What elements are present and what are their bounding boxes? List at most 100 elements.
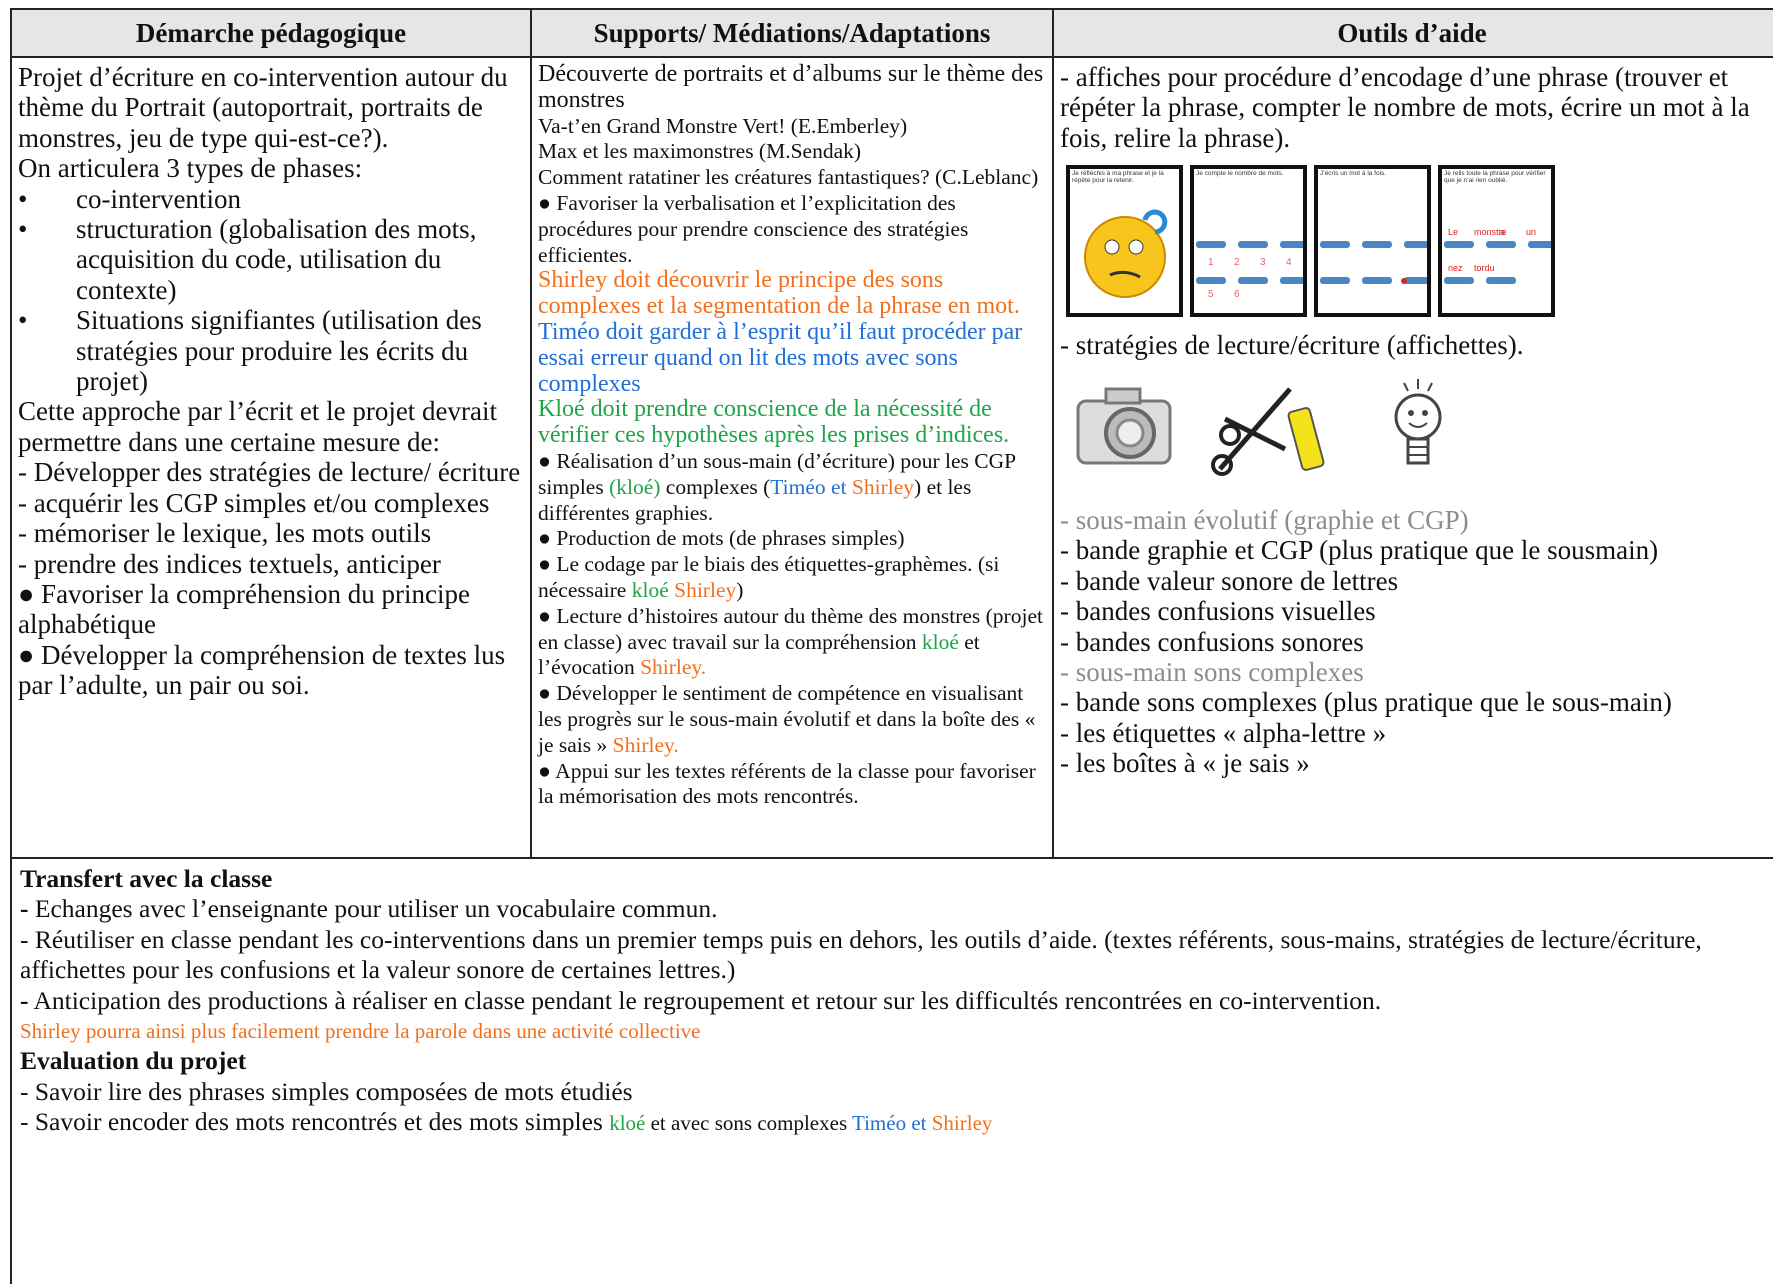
paragraph-text: - bandes confusions visuelles [1060, 596, 1376, 626]
text-run: ) [736, 577, 744, 602]
header: Supports/ Médiations/Adaptations [593, 17, 991, 48]
paragraph: - Anticipation des productions à réalise… [20, 986, 1773, 1016]
paragraph: ● Favoriser la verbalisation et l’explic… [538, 191, 1046, 268]
paragraph-text: structuration (globalisation des mots, a… [76, 214, 524, 305]
text-run: Max et les maximonstres (M.Sendak) [538, 139, 862, 164]
procedure-card: Je relis toute la phrase pour vérifier q… [1438, 165, 1555, 318]
paragraph: - Savoir encoder des mots rencontrés et … [20, 1107, 1773, 1138]
text-run: - bandes confusions sonores [1060, 626, 1364, 657]
card-label: 4 [1286, 257, 1292, 268]
card-label: tordu [1474, 263, 1495, 273]
card-shape [1404, 277, 1427, 285]
bullet: • [18, 214, 28, 245]
card-art: 1 2 3 4 5 6 [1196, 241, 1303, 300]
supports-cell: Découverte de portraits et d’albums sur … [530, 56, 1054, 859]
paragraph-text: ● Réalisation d’un sous-main (d’écriture… [538, 449, 1015, 525]
paragraph-text: ● Le codage par le biais des étiquettes-… [538, 552, 999, 602]
paragraph: - Savoir lire des phrases simples compos… [20, 1077, 1773, 1107]
card-label: un [1526, 227, 1536, 237]
text-run: ● Développer la compréhension de textes … [18, 639, 506, 701]
paragraph-text: Situations signifiantes (utilisation des… [76, 305, 524, 396]
text-run: Shirley [931, 1111, 993, 1136]
section-title: Evaluation du projet [20, 1046, 247, 1076]
text-run: Comment ratatiner les créatures fantasti… [538, 165, 1039, 190]
paragraph-text: Découverte de portraits et d’albums sur … [538, 61, 1043, 113]
paragraph: - sous-main sons complexes [1060, 657, 1762, 687]
card-shape [1280, 241, 1303, 249]
paragraph: Va-t’en Grand Monstre Vert! (E.Emberley) [538, 114, 1046, 140]
paragraph: - les étiquettes « alpha-lettre » [1060, 718, 1762, 748]
header-cell: Supports/ Médiations/Adaptations [530, 8, 1054, 58]
camera-icon [1076, 387, 1172, 465]
card-caption: Je compte le nombre de mots. [1196, 170, 1284, 178]
card-art [1084, 209, 1168, 299]
paragraph-text: Va-t’en Grand Monstre Vert! (E.Emberley) [538, 114, 907, 138]
paragraph-text: - bande graphie et CGP (plus pratique qu… [1060, 535, 1658, 565]
text-run: kloé [631, 577, 669, 602]
intro: - affiches pour procédure d’encodage d’u… [1060, 62, 1762, 153]
text-run: - acquérir les CGP simples et/ou complex… [18, 487, 490, 518]
text-run: kloé [921, 629, 959, 654]
text-run: ● Production de mots (de phrases simples… [538, 526, 905, 551]
paragraph: ● Appui sur les textes référents de la c… [538, 759, 1046, 811]
paragraph: ● Développer la compréhension de textes … [18, 640, 524, 701]
paragraph: ● Favoriser la compréhension du principe… [18, 579, 524, 640]
text-run: Timéo et [852, 1111, 932, 1136]
paragraph-text: ● Développer la compréhension de textes … [18, 640, 505, 700]
card-caption: Je réfléchis à ma phrase et je la répète… [1072, 170, 1164, 185]
paragraph-text: Shirley pourra ainsi plus facilement pre… [20, 1019, 701, 1043]
paragraph: - stratégies de lecture/écriture (affich… [1060, 330, 1762, 360]
paragraph: - acquérir les CGP simples et/ou complex… [18, 488, 524, 518]
text-run: (kloé) [609, 474, 661, 499]
paragraph: Comment ratatiner les créatures fantasti… [538, 165, 1046, 191]
paragraph: - bandes confusions sonores [1060, 627, 1762, 657]
paragraph-text: ● Favoriser la compréhension du principe… [18, 579, 470, 639]
text-run: et l’évocation [538, 629, 980, 680]
card-label: 5 [1208, 289, 1214, 300]
paragraph-text: Comment ratatiner les créatures fantasti… [538, 165, 1038, 189]
text-run: - Réutiliser en classe pendant les co-in… [20, 924, 1702, 985]
header-cell: Outils d’aide [1052, 8, 1773, 58]
header-cell: Démarche pédagogique [10, 8, 532, 58]
paragraph-text: - sous-main évolutif (graphie et CGP) [1060, 505, 1469, 535]
card-caption: Je relis toute la phrase pour vérifier q… [1444, 170, 1546, 185]
paragraph-text: Timéo doit garder à l’esprit qu’il faut … [538, 319, 1022, 397]
card-shape [1238, 277, 1268, 285]
card-shape [1238, 241, 1268, 249]
text-run: complexes ( [660, 474, 771, 499]
paragraph-text: ● Appui sur les textes référents de la c… [538, 759, 1036, 809]
paragraph-text: - sous-main sons complexes [1060, 657, 1364, 687]
card-shape [1109, 271, 1141, 279]
bullet: • [18, 183, 28, 214]
card-label: 1 [1208, 257, 1214, 268]
text-run: Shirley doit découvrir le principe des s… [538, 267, 1020, 320]
lightbulb-icon [1394, 378, 1442, 465]
paragraph: Shirley pourra ainsi plus facilement pre… [20, 1016, 1773, 1046]
paragraph: Max et les maximonstres (M.Sendak) [538, 139, 1046, 165]
card-label: 6 [1234, 289, 1240, 300]
paragraph-text: - Savoir encoder des mots rencontrés et … [20, 1107, 992, 1136]
text-run: ● Favoriser la compréhension du principe… [18, 578, 470, 640]
paragraph-text: ● Favoriser la verbalisation et l’explic… [538, 191, 968, 267]
text-run: Shirley. [612, 732, 679, 757]
scissors-icon [1211, 386, 1325, 476]
paragraph-text: Shirley doit découvrir le principe des s… [538, 267, 1020, 319]
paragraph-text: On articulera 3 types de phases: [18, 153, 362, 183]
paragraph: Kloé doit prendre conscience de la néces… [538, 397, 1046, 449]
card-shape [1280, 277, 1303, 285]
text-run: Kloé doit prendre conscience de la néces… [538, 396, 1010, 449]
text-run: et avec sons complexes [645, 1111, 852, 1136]
transfert-items: - Echanges avec l’enseignante pour utili… [20, 894, 1773, 1046]
text-run: - sous-main sons complexes [1060, 657, 1364, 688]
text-run: - mémoriser le lexique, les mots outils [18, 518, 432, 549]
paragraph: Timéo doit garder à l’esprit qu’il faut … [538, 319, 1046, 397]
card-shape [1486, 277, 1516, 285]
text-run: Shirley. [640, 655, 707, 680]
paragraph-text: ● Développer le sentiment de compétence … [538, 681, 1035, 757]
paragraph: - Echanges avec l’enseignante pour utili… [20, 894, 1773, 924]
text-run: Echanges avec l’enseignante pour utilise… [28, 894, 718, 924]
text-run: ● Lecture d’histoires autour du thème de… [538, 603, 1043, 654]
paragraph: - affiches pour procédure d’encodage d’u… [1060, 62, 1762, 153]
